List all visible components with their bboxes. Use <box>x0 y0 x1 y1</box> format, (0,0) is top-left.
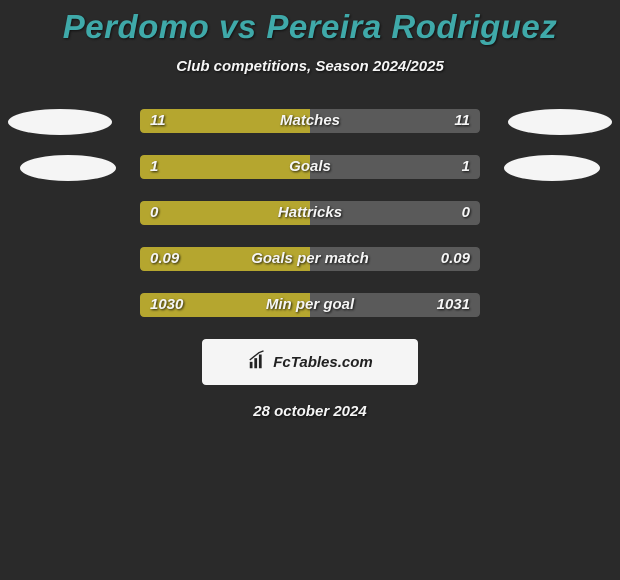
bar-track <box>140 109 480 133</box>
chart-icon <box>247 349 269 376</box>
bar-right <box>310 293 480 317</box>
comparison-infographic: Perdomo vs Pereira Rodriguez Club compet… <box>0 0 620 420</box>
bar-left <box>140 293 310 317</box>
stat-row: Goals per match0.090.09 <box>0 247 620 271</box>
bar-track <box>140 201 480 225</box>
bar-right <box>310 109 480 133</box>
bar-left <box>140 109 310 133</box>
bar-right <box>310 155 480 179</box>
bar-right <box>310 201 480 225</box>
bar-left <box>140 247 310 271</box>
subtitle: Club competitions, Season 2024/2025 <box>0 58 620 75</box>
bar-track <box>140 247 480 271</box>
bar-track <box>140 293 480 317</box>
bar-right <box>310 247 480 271</box>
bar-track <box>140 155 480 179</box>
brand-badge: FcTables.com <box>202 339 418 385</box>
stat-row: Goals11 <box>0 155 620 179</box>
page-title: Perdomo vs Pereira Rodriguez <box>0 8 620 46</box>
bar-left <box>140 201 310 225</box>
brand-text: FcTables.com <box>273 354 372 371</box>
stat-row: Min per goal10301031 <box>0 293 620 317</box>
stat-row: Matches1111 <box>0 109 620 133</box>
date-label: 28 october 2024 <box>0 403 620 420</box>
bar-left <box>140 155 310 179</box>
chart-area: Matches1111 Goals11 Hattricks00 Goals per m… <box>0 109 620 317</box>
stat-row: Hattricks00 <box>0 201 620 225</box>
